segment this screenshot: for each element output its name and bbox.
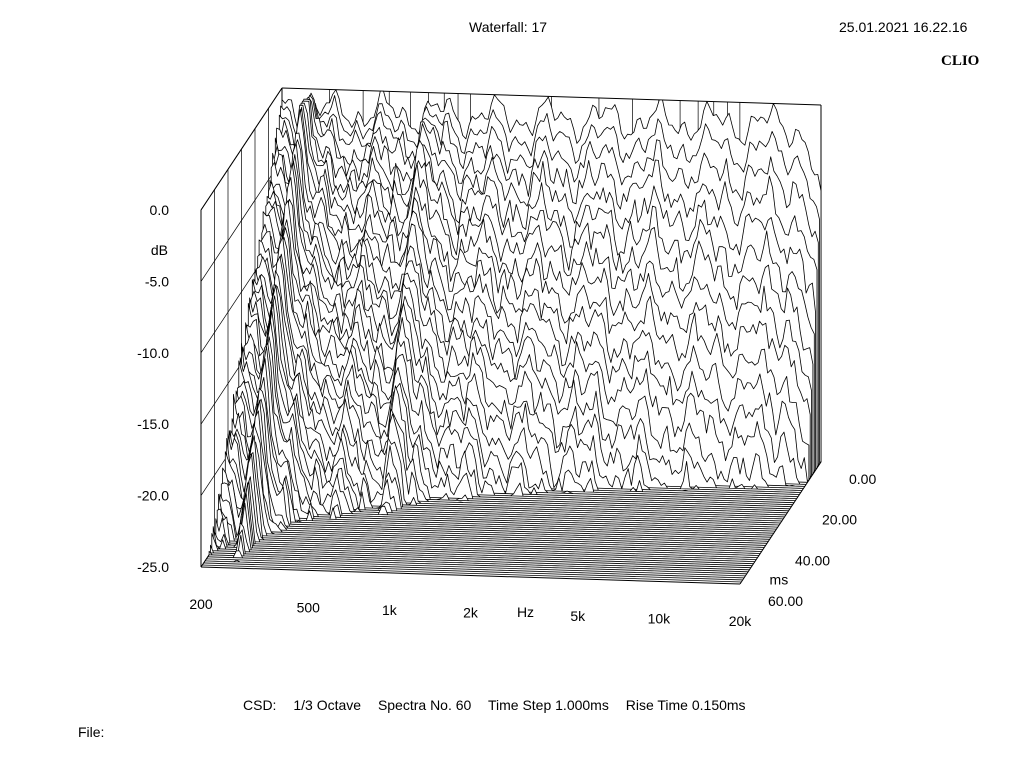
spectra-curves: [202, 89, 822, 583]
frame-edge: [200, 566, 741, 585]
x-tick-label: 500: [297, 599, 321, 615]
brand-logo: CLIO: [941, 53, 980, 69]
spectrum-slice: [218, 476, 758, 558]
y-axis-label: dB: [151, 242, 168, 258]
y-tick-label: -15.0: [137, 416, 169, 432]
y-tick-label: -20.0: [137, 488, 169, 504]
x-tick-label: 1k: [382, 602, 398, 618]
spectrum-slice: [226, 410, 766, 546]
z-tick-label: 60.00: [768, 593, 803, 609]
spectrum-slice: [202, 564, 742, 583]
y-tick-label: -25.0: [137, 559, 169, 575]
spectrum-slice: [214, 493, 754, 565]
chart-title: Waterfall: 17: [469, 19, 548, 35]
spectrum-slice: [216, 480, 757, 560]
spectrum-slice: [207, 550, 748, 575]
measurement-info: CSD: 1/3 Octave Spectra No. 60 Time Step…: [243, 697, 759, 713]
x-tick-label: 20k: [729, 613, 753, 629]
spectrum-slice: [227, 399, 768, 544]
spectrum-slice: [222, 435, 762, 552]
z-axis-label: ms: [770, 572, 789, 588]
spectrum-slice: [220, 452, 761, 554]
rise-time: Rise Time 0.150ms: [625, 697, 746, 713]
spectrum-slice: [230, 387, 771, 540]
axis-labels: 0.0 -5.0 -10.0 -15.0 -20.0 -25.0 dB 200 500 1k 2k 5…: [137, 202, 876, 629]
file-label: File:: [78, 724, 105, 740]
y-tick-label: -5.0: [145, 273, 169, 289]
z-tick-label: 40.00: [795, 552, 830, 568]
x-axis-label: Hz: [517, 604, 534, 620]
analysis-type: CSD:: [243, 697, 277, 713]
spectrum-slice: [215, 482, 756, 562]
y-tick-label: 0.0: [150, 202, 170, 218]
spectra-count: Spectra No. 60: [377, 697, 472, 713]
spectrum-slice: [208, 534, 749, 573]
x-tick-label: 10k: [648, 610, 672, 626]
spectrum-slice: [212, 502, 753, 567]
spectrum-slice: [203, 562, 743, 581]
timestamp: 25.01.2021 16.22.16: [839, 19, 968, 35]
spectrum-slice: [219, 453, 760, 556]
time-step: Time Step 1.000ms: [487, 697, 609, 713]
x-tick-label: 200: [189, 596, 213, 612]
z-tick-label: 20.00: [822, 512, 857, 528]
spectrum-slice: [228, 398, 769, 542]
x-tick-label: 2k: [463, 605, 479, 621]
spectrum-slice: [210, 529, 750, 571]
spectrum-slice: [206, 558, 746, 577]
spectrum-slice: [224, 423, 765, 548]
resolution: 1/3 Octave: [293, 697, 362, 713]
x-tick-label: 5k: [570, 608, 586, 624]
spectrum-slice: [211, 522, 752, 569]
spectrum-slice: [204, 559, 745, 579]
spectrum-slice: [250, 236, 791, 510]
z-tick-label: 0.00: [849, 471, 876, 487]
spectrum-slice: [223, 439, 764, 550]
y-tick-label: -10.0: [137, 345, 169, 361]
